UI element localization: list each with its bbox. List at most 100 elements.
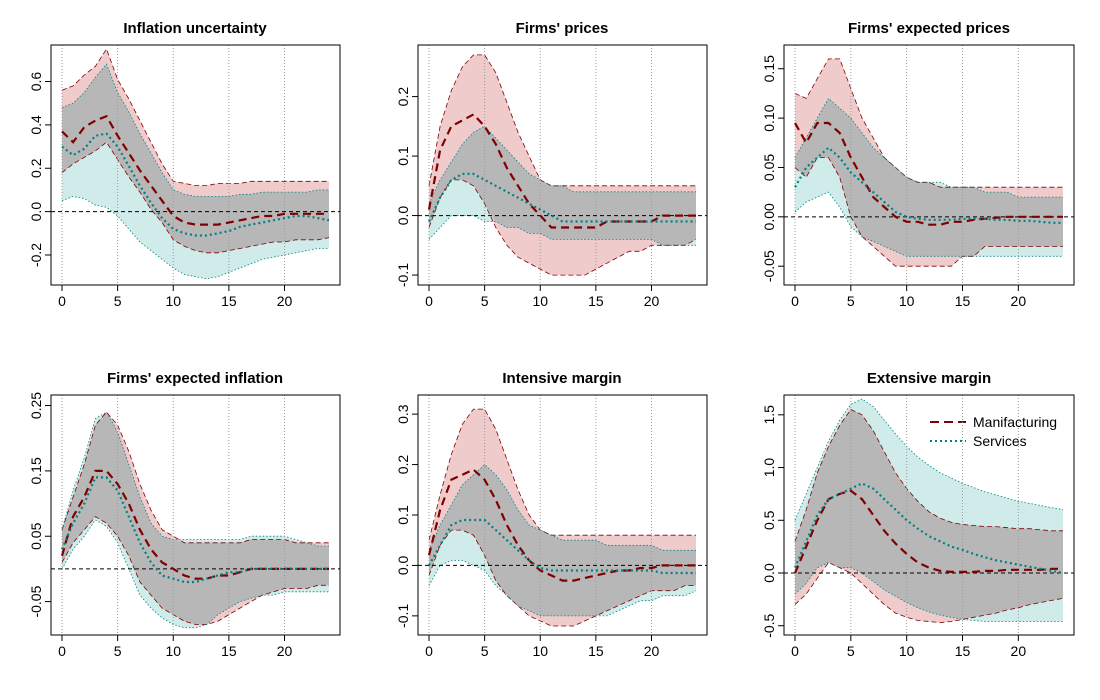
series-line-services xyxy=(428,518,696,575)
x-tick-label: 15 xyxy=(588,293,604,309)
plot-area xyxy=(784,395,1074,635)
y-tick-label: -0.05 xyxy=(761,250,777,282)
y-tick-label: 0.5 xyxy=(761,510,777,530)
x-tick-label: 20 xyxy=(277,643,293,659)
plot-area xyxy=(51,395,340,635)
ci-upper-edge-manufacturing xyxy=(428,54,696,187)
ci-upper-edge-manufacturing xyxy=(428,408,696,541)
plot-area xyxy=(784,45,1074,285)
x-tick-label: 10 xyxy=(899,643,915,659)
ci-upper-edge-services xyxy=(794,97,1063,198)
y-tick-label: 0.2 xyxy=(395,455,411,475)
series-line-manufacturing xyxy=(793,489,1063,574)
x-tick-label: 5 xyxy=(114,293,122,309)
ci-upper-edge-services xyxy=(794,398,1064,521)
y-tick-label: 1.0 xyxy=(761,458,777,478)
panel-title: Inflation uncertainty xyxy=(123,20,267,37)
x-tick-label: 20 xyxy=(1011,643,1027,659)
x-tick-label: 20 xyxy=(277,293,293,309)
x-tick-label: 0 xyxy=(791,643,799,659)
plot-frame xyxy=(417,44,708,286)
panel-extensive-margin: Extensive margin Manifacturing Services … xyxy=(761,370,1075,659)
y-tick-label: 0.15 xyxy=(761,55,777,82)
series-line-services xyxy=(428,172,696,223)
ci-band-overlap xyxy=(62,412,329,625)
plot-frame xyxy=(50,394,341,636)
series-line-manufacturing xyxy=(61,114,329,226)
y-tick-label: 0.05 xyxy=(761,154,777,181)
ci-lower-edge-manufacturing xyxy=(794,561,1064,624)
panel-title: Firms' expected inflation xyxy=(107,370,283,387)
y-tick-label: 0.4 xyxy=(28,115,44,135)
y-tick-label: 0.6 xyxy=(28,72,44,92)
y-tick-label: -0.05 xyxy=(28,585,44,617)
y-tick-label: 0.2 xyxy=(28,158,44,178)
ci-upper-edge-services xyxy=(428,125,696,204)
y-tick-label: -0.1 xyxy=(395,263,411,287)
plot-frame xyxy=(783,394,1075,636)
ci-band-overlap xyxy=(62,64,329,253)
series-line-manufacturing xyxy=(60,469,329,580)
plot-frame xyxy=(50,44,341,286)
y-tick-label: 0.2 xyxy=(395,87,411,107)
panel-firms-prices: Firms' prices 0 5 10 15 20 -0.1 0.0 0.1 0.2 xyxy=(395,20,708,309)
y-tick-label: -0.2 xyxy=(28,243,44,267)
ci-lower-edge-manufacturing xyxy=(428,179,697,276)
y-tick-label: 1.5 xyxy=(761,405,777,425)
y-tick-label: 0.0 xyxy=(395,555,411,575)
series-line-services xyxy=(60,476,329,584)
plot-area xyxy=(418,395,707,635)
y-tick-label: 0.15 xyxy=(28,457,44,484)
x-tick-label: 10 xyxy=(532,293,548,309)
legend-label-manufacturing: Manifacturing xyxy=(973,414,1057,430)
x-tick-label: 0 xyxy=(791,293,799,309)
y-tick-label: 0.1 xyxy=(395,146,411,166)
y-tick-label: 0.25 xyxy=(28,392,44,419)
x-tick-label: 20 xyxy=(644,293,660,309)
y-tick-label: 0.0 xyxy=(28,202,44,222)
x-tick-label: 15 xyxy=(588,643,604,659)
x-tick-label: 20 xyxy=(644,643,660,659)
y-tick-label: 0.0 xyxy=(761,563,777,583)
ci-upper-edge-manufacturing xyxy=(794,408,1063,542)
x-tick-label: 15 xyxy=(221,643,237,659)
ci-band-overlap xyxy=(795,409,1063,620)
x-tick-label: 10 xyxy=(899,293,915,309)
legend: Manifacturing Services xyxy=(930,414,1057,449)
panel-title: Intensive margin xyxy=(502,370,621,387)
series-line-services xyxy=(61,132,330,237)
x-tick-label: 0 xyxy=(425,293,433,309)
panel-inflation-uncertainty: Inflation uncertainty 0 5 10 15 20 -0.2 0.0 0.2… xyxy=(28,20,341,309)
ci-upper-edge-manufacturing xyxy=(61,48,329,187)
series-line-services xyxy=(794,146,1063,224)
x-tick-label: 15 xyxy=(955,643,971,659)
x-tick-label: 5 xyxy=(847,293,855,309)
series-line-manufacturing xyxy=(794,121,1063,226)
ci-lower-edge-services xyxy=(61,195,329,280)
y-tick-label: 0.1 xyxy=(395,505,411,525)
plot-area xyxy=(418,45,707,285)
plot-frame xyxy=(783,44,1075,286)
panel-intensive-margin: Intensive margin 0 5 10 15 20 -0.1 0.0 0.1 0.2 0.… xyxy=(395,370,708,659)
x-tick-label: 5 xyxy=(847,643,855,659)
x-tick-label: 5 xyxy=(481,293,489,309)
x-tick-label: 10 xyxy=(532,643,548,659)
panel-firms-expected-inflation: Firms' expected inflation 0 5 10 15 20 -0.05 0… xyxy=(28,370,341,659)
x-tick-label: 5 xyxy=(481,643,489,659)
panel-firms-expected-prices: Firms' expected prices 0 5 10 15 20 -0.05 0.00… xyxy=(761,20,1075,309)
x-tick-label: 0 xyxy=(425,643,433,659)
ci-upper-edge-manufacturing xyxy=(794,58,1063,188)
legend-label-services: Services xyxy=(973,433,1027,449)
y-tick-label: 0.0 xyxy=(395,206,411,226)
x-tick-label: 15 xyxy=(221,293,237,309)
x-tick-label: 10 xyxy=(165,643,181,659)
y-tick-label: 0.10 xyxy=(761,104,777,131)
ci-lower-edge-services xyxy=(794,191,1063,257)
x-tick-label: 0 xyxy=(58,643,66,659)
y-tick-label: 0.05 xyxy=(28,522,44,549)
panel-title: Firms' expected prices xyxy=(848,20,1010,37)
y-tick-label: 0.00 xyxy=(761,203,777,230)
x-tick-label: 0 xyxy=(58,293,66,309)
series-line-manufacturing xyxy=(427,468,696,582)
ci-lower-edge-services xyxy=(428,215,696,246)
